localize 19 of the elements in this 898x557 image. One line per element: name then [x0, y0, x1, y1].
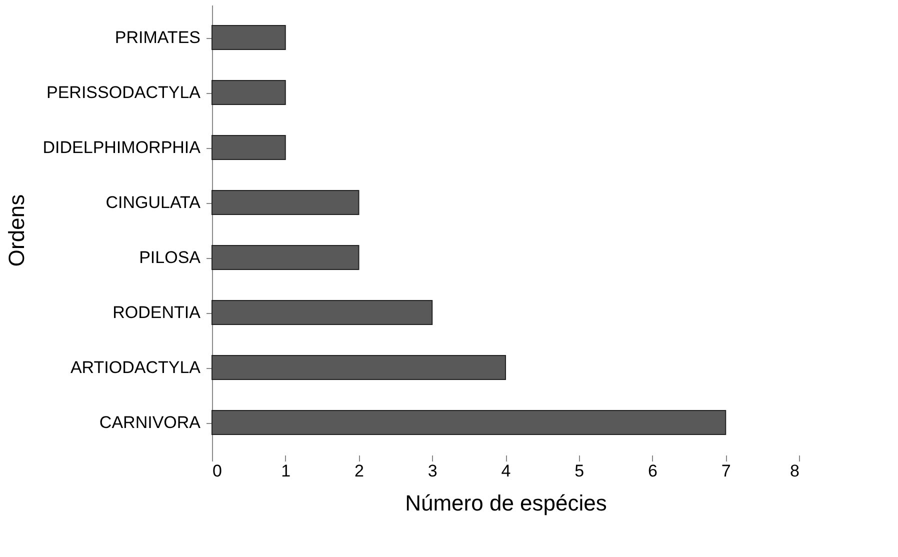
x-tick-label: 5 — [574, 462, 584, 480]
x-tick-label: 0 — [212, 462, 222, 480]
y-tick-label: CARNIVORA — [99, 413, 202, 432]
y-axis-title: Ordens — [4, 194, 29, 267]
y-tick-label: PRIMATES — [114, 28, 200, 47]
y-tick-label: DIDELPHIMORPHIA — [42, 138, 202, 157]
x-axis-title: Número de espécies — [405, 490, 607, 516]
y-tick-label: ARTIODACTYLA — [70, 358, 202, 377]
y-tick-label: PILOSA — [139, 248, 202, 267]
x-tick-label: 2 — [354, 462, 364, 480]
x-tick-label: 7 — [721, 462, 731, 480]
y-tick-label: CINGULATA — [106, 193, 202, 212]
x-tick-label: 6 — [648, 462, 658, 480]
x-tick-label: 1 — [281, 462, 291, 480]
x-tick-label: 4 — [501, 462, 511, 480]
x-tick-label: 3 — [428, 462, 438, 480]
y-tick-label: PERISSODACTYLA — [46, 83, 202, 102]
y-tick-label: RODENTIA — [112, 303, 202, 322]
x-tick-label: 8 — [790, 462, 800, 480]
